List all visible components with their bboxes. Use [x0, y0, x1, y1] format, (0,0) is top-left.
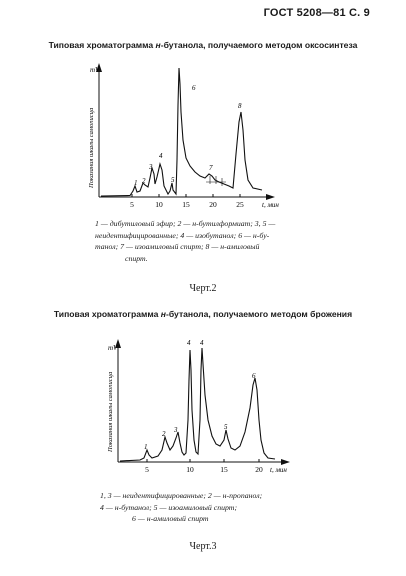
chart1-peak-label: 5 [171, 176, 175, 184]
chart2-peak-label: 1 [144, 443, 148, 451]
chart1-x-axis-label: t, мин [262, 201, 279, 209]
figure2-title-pre: Типовая хроматограмма [53, 309, 161, 319]
figure1-caption-line: неидентифицированные; 4 — изобутанол; 6 … [95, 230, 270, 240]
chart1-tick-label: 10 [155, 200, 163, 209]
chart1-peak-label: 4 [159, 152, 163, 160]
chart1-peak7-marks [206, 176, 226, 186]
chart1-tick-label: 5 [130, 200, 134, 209]
figure1-caption-line: спирт. [125, 253, 148, 263]
chart2-y-unit: mV [108, 344, 118, 352]
chart2-y-axis-label: Показания шкалы самописца [107, 372, 114, 453]
chart2-x-axis-label: t, мин [270, 466, 287, 474]
figure2-title-post: -бутанола, получаемого методом брожения [166, 309, 353, 319]
chart1-y-unit: mV [90, 66, 100, 74]
chart1-peak-label: 7 [209, 164, 213, 172]
figure1-title-italic: н [155, 40, 161, 50]
chart2-peak-label: 4 [200, 339, 204, 347]
figure1-caption-line: 1 — дибутиловый эфир; 2 — н-бутилформиат… [95, 219, 276, 228]
figure1-caption-line: танол; 7 — изоамиловый спирт; 8 — н-амил… [95, 242, 260, 251]
chart2-x-arrow-icon [281, 459, 290, 465]
chart1-tick-label: 20 [209, 200, 217, 209]
figure2-title-italic: н [160, 309, 166, 319]
figure2-label: Черт.3 [189, 541, 217, 552]
chart2-trace [119, 347, 276, 462]
chart1-x-arrow-icon [266, 194, 275, 200]
chart1-peak-label: 6 [192, 84, 196, 92]
figure1-caption: 1 — дибутиловый эфир; 2 — н-бутилформиат… [95, 218, 305, 264]
chart2-tick-label: 20 [255, 465, 263, 474]
figure2-caption-line: 6 — н-амиловый спирт [132, 514, 209, 523]
chart1-peak-label: 2 [142, 177, 146, 185]
chart1-trace [100, 67, 263, 197]
figure2-caption: 1, 3 — неидентифицированные; 2 — н-пропа… [100, 490, 310, 525]
chart1-y-axis-label: Показания шкалы самописца [88, 108, 95, 189]
chart2-peak-label: 3 [173, 426, 178, 434]
chart1-peak-label: 3 [148, 163, 153, 171]
chart1-peak-label: 1 [134, 179, 138, 187]
figure1-title: Типовая хроматограмма н-бутанола, получа… [0, 40, 406, 50]
figure2-caption-line: 1, 3 — неидентифицированные; 2 — н-пропа… [100, 491, 263, 500]
figure2-title: Типовая хроматограмма н-бутанола, получа… [0, 309, 406, 319]
chart1-tick-label: 25 [236, 200, 244, 209]
chart2-tick-label: 10 [186, 465, 194, 474]
figure2-caption-line: 4 — н-бутанол; 5 — изоамиловый спирт; [100, 502, 238, 512]
chart2-peak-label: 4 [187, 339, 191, 347]
figure1-title-pre: Типовая хроматограмма [48, 40, 156, 50]
chart2-peak-label: 2 [162, 430, 166, 438]
chart2-tick-label: 15 [220, 465, 228, 474]
chart2-tick-label: 5 [145, 465, 149, 474]
chart2-peak-label: 6 [252, 372, 256, 380]
chart1-peak-label: 8 [238, 102, 242, 110]
chart1-tick-label: 15 [182, 200, 190, 209]
chart2-peak-label: 5 [224, 423, 228, 431]
chart1-y-arrow-icon [96, 63, 102, 72]
chart2-y-arrow-icon [115, 339, 121, 348]
page-header: ГОСТ 5208—81 С. 9 [263, 7, 370, 19]
figure1-label: Черт.2 [189, 283, 217, 294]
figure1-title-post: -бутанола, получаемого методом оксосинте… [160, 40, 358, 50]
